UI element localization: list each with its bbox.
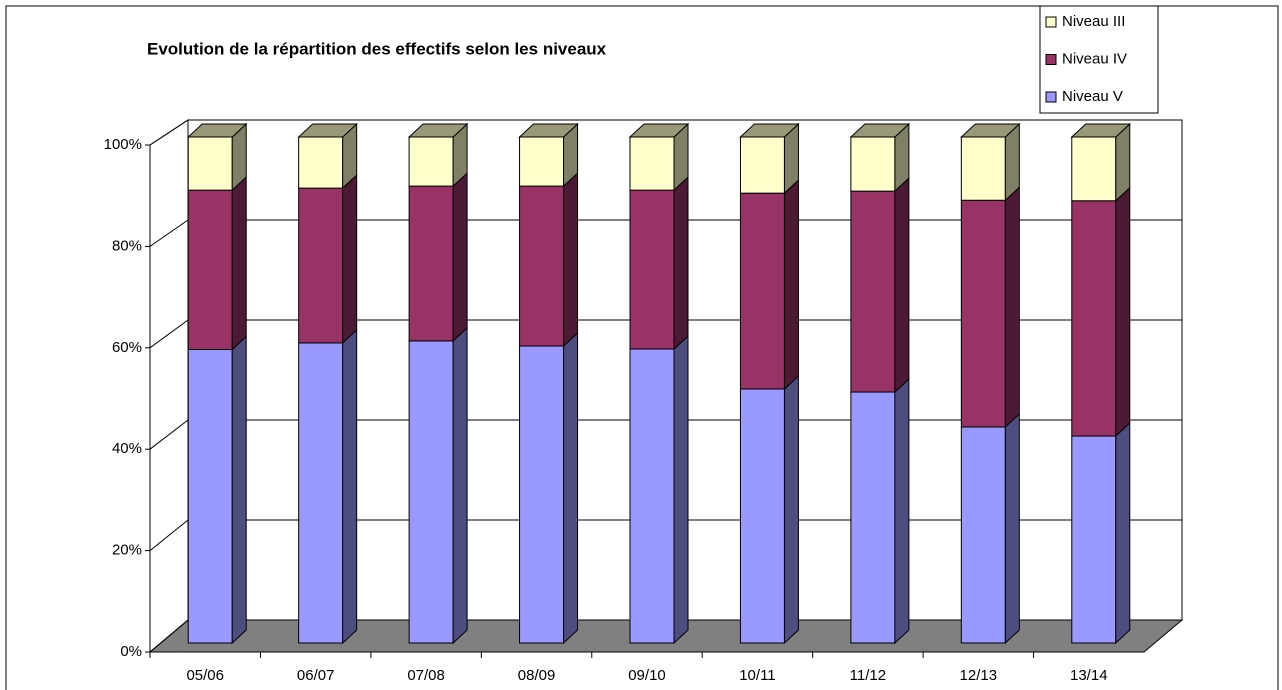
grid-line-side [149, 319, 189, 349]
bar-top [960, 123, 1021, 138]
bar-side [1004, 186, 1020, 429]
bar-segment [850, 136, 896, 192]
bar-segment [408, 185, 454, 342]
bar-segment [850, 190, 896, 393]
bar-side [342, 173, 358, 345]
y-tick-label: 20% [112, 542, 142, 559]
y-tick-label: 0% [120, 643, 142, 660]
legend-swatch [1045, 54, 1057, 65]
bar-top [739, 123, 800, 138]
bar-side [342, 328, 358, 645]
bar-side [894, 176, 910, 394]
bar-segment [519, 136, 565, 187]
bar-segment [298, 136, 344, 189]
bar-segment [187, 349, 233, 644]
bar-segment [1071, 200, 1117, 437]
bar-side [563, 331, 579, 645]
bar-top [407, 123, 469, 138]
bar-segment [1071, 136, 1117, 202]
bar-side [783, 374, 799, 645]
side-wall [149, 119, 189, 654]
bar-segment [408, 340, 454, 644]
bar-side [231, 335, 247, 645]
grid-line-side [149, 219, 189, 247]
bar-side [563, 171, 579, 348]
bar-side [1004, 412, 1020, 645]
grid-line-side [149, 419, 189, 450]
y-tick-label: 80% [112, 237, 142, 254]
bar-side [673, 175, 689, 351]
bar-segment [187, 189, 233, 351]
y-tick-label: 40% [112, 440, 142, 457]
y-tick-label: 60% [112, 339, 142, 356]
bar-segment [960, 199, 1006, 428]
bar-segment [519, 185, 565, 347]
bar-side [894, 377, 910, 645]
bar-segment [519, 345, 565, 644]
bar-segment [960, 426, 1006, 644]
bar-top [849, 123, 911, 138]
bar-segment [408, 136, 454, 187]
bar-side [452, 326, 468, 645]
legend-swatch [1045, 16, 1057, 28]
x-tick-label: 07/08 [407, 667, 445, 684]
x-tick-label: 05/06 [186, 667, 224, 684]
x-tick-label: 09/10 [628, 667, 666, 684]
bar-segment [298, 342, 344, 644]
bar-segment [739, 136, 785, 194]
legend-box [1039, 5, 1159, 114]
x-tick-label: 10/11 [739, 667, 775, 684]
x-tick-label: 08/09 [518, 667, 556, 684]
legend-label: Niveau III [1062, 13, 1125, 30]
y-tick-label: 100% [104, 136, 142, 153]
bar-side [231, 175, 247, 351]
bar-segment [629, 189, 675, 350]
chart-title: Evolution de la répartition des effectif… [147, 39, 607, 58]
x-tick-label: 13/14 [1070, 667, 1108, 684]
grid-line-side [149, 119, 189, 146]
bar-segment [960, 136, 1006, 201]
grid-line-side [149, 519, 189, 551]
bar-top [518, 123, 579, 138]
x-tick-label: 12/13 [960, 667, 998, 684]
bar-segment [629, 348, 675, 644]
bar-segment [739, 388, 785, 644]
bar-segment [850, 391, 896, 644]
bar-segment [187, 136, 233, 191]
bar-side [452, 171, 468, 343]
bar-segment [1071, 435, 1117, 644]
legend-label: Niveau V [1062, 88, 1123, 105]
bar-segment [298, 187, 344, 344]
bar-top [297, 123, 358, 138]
grid-line-side [149, 619, 189, 653]
bar-side [783, 179, 799, 391]
bar-top [628, 123, 690, 138]
bar-side [673, 334, 689, 645]
x-tick-label: 11/12 [850, 667, 886, 684]
bar-segment [739, 192, 785, 390]
bar-segment [629, 136, 675, 191]
legend-swatch [1045, 91, 1057, 103]
legend-label: Niveau IV [1062, 50, 1127, 67]
bar-side [1115, 186, 1131, 438]
bar-side [1115, 421, 1131, 645]
bar-top [1070, 123, 1132, 138]
bar-top [186, 123, 248, 138]
x-tick-label: 06/07 [297, 667, 335, 684]
